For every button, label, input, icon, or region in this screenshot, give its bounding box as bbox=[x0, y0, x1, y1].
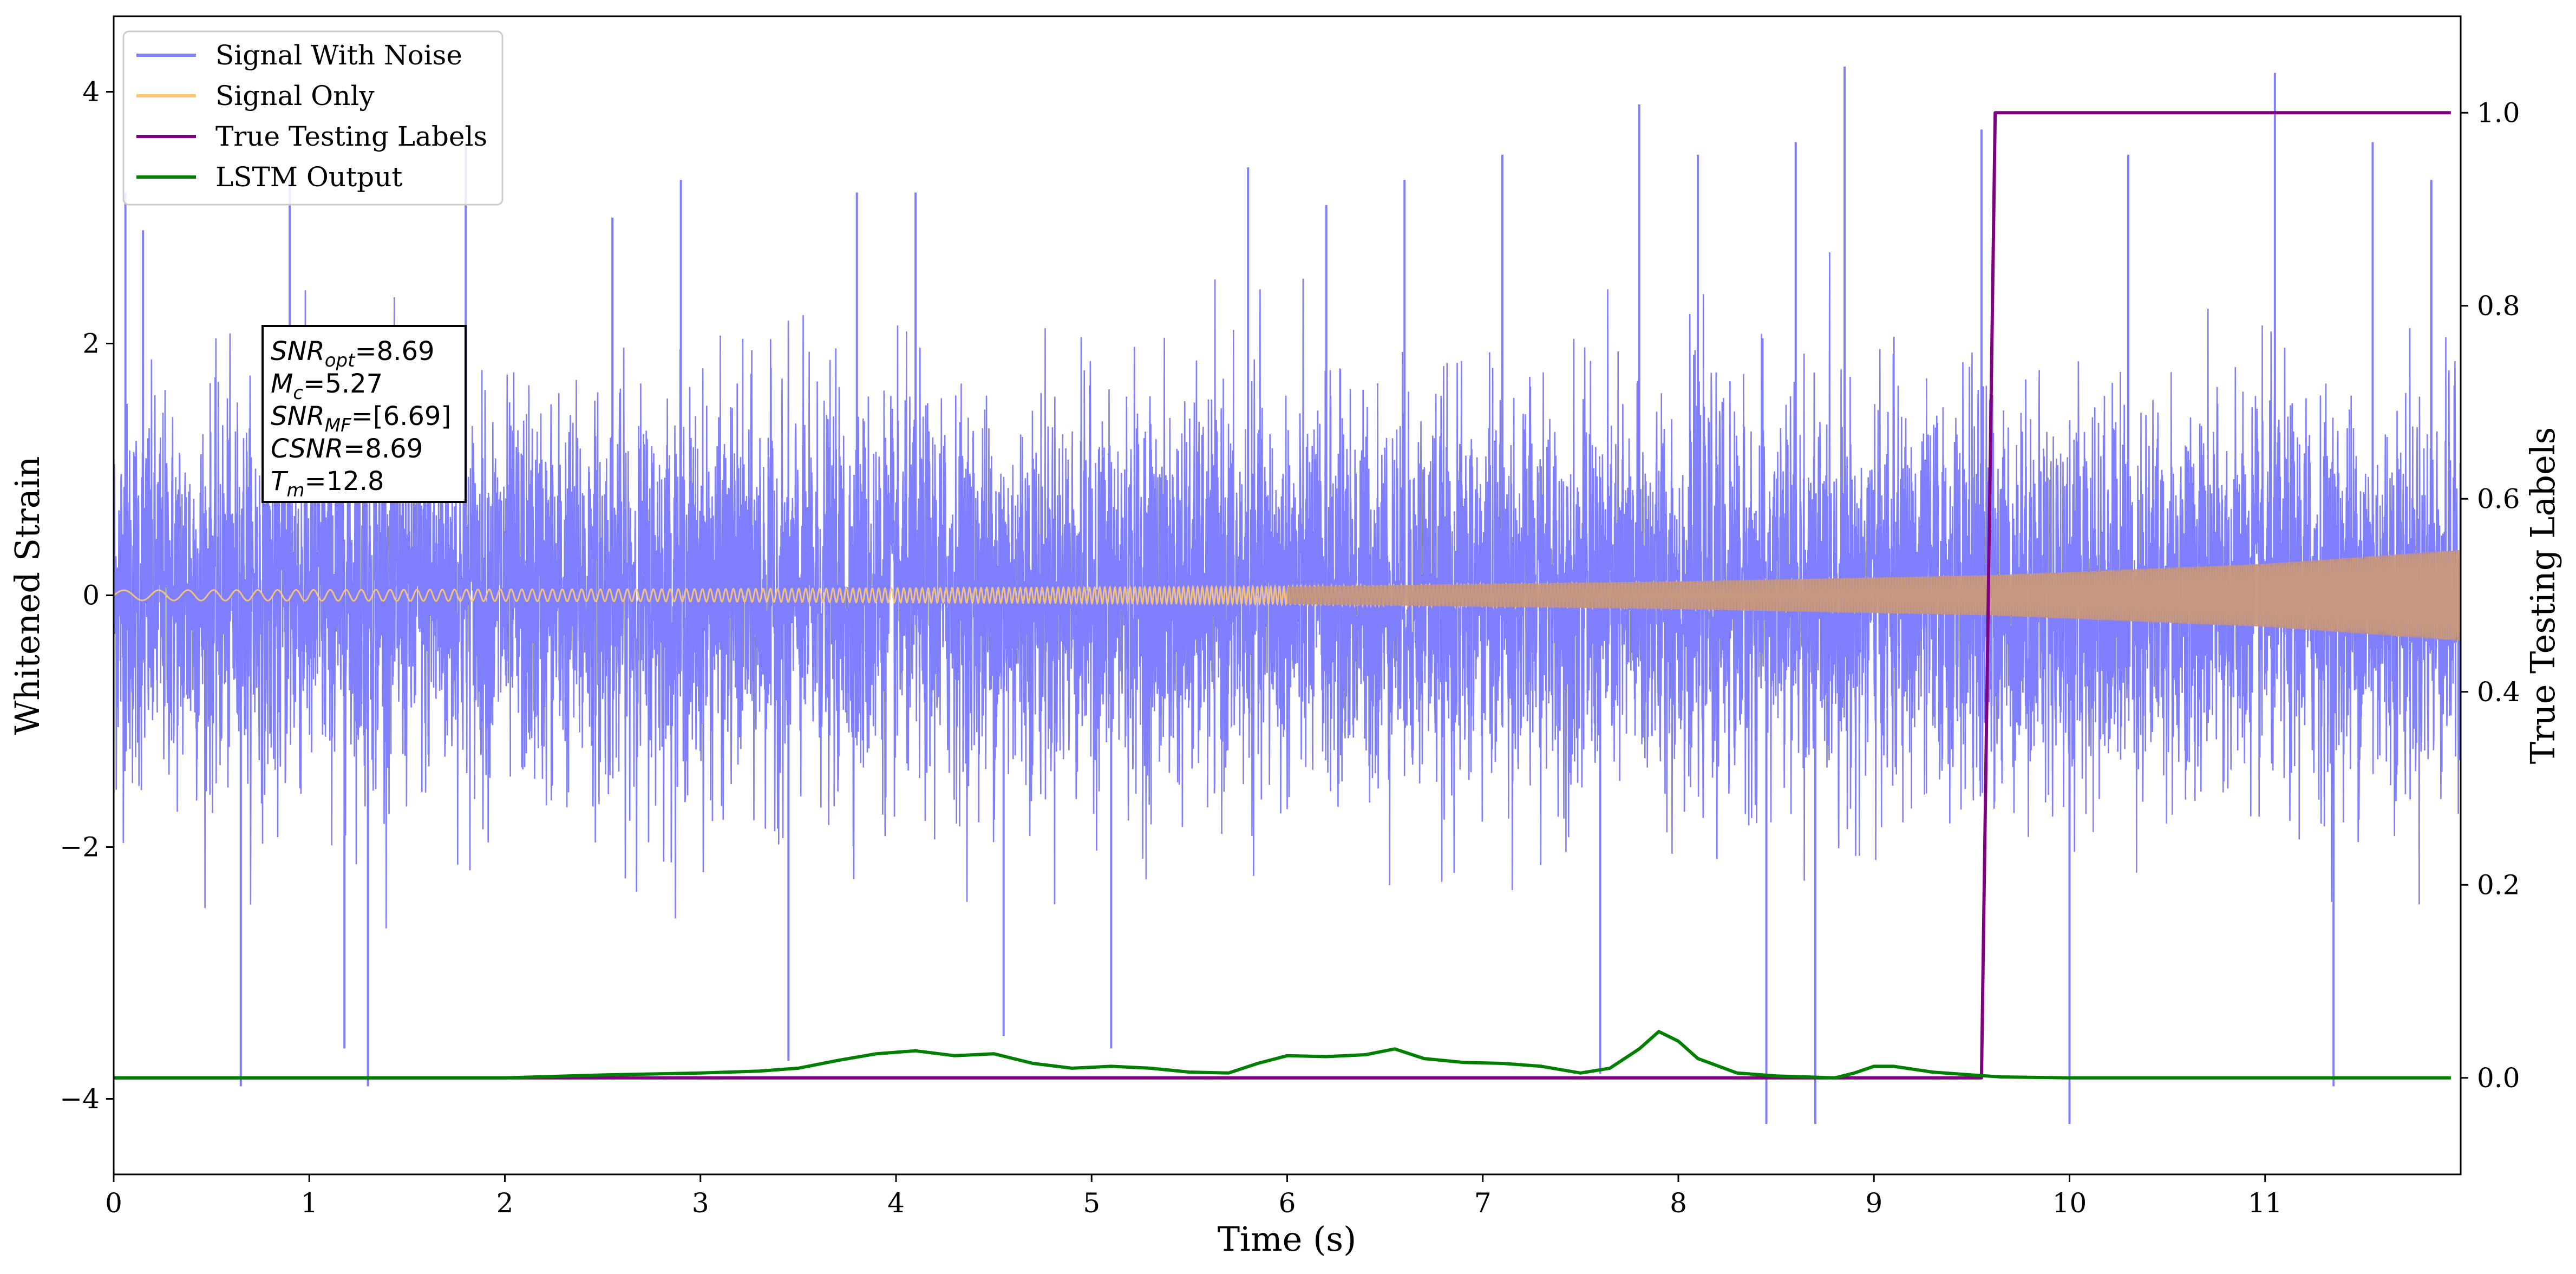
legend-label: Signal Only bbox=[215, 80, 375, 112]
legend-label: LSTM Output bbox=[215, 161, 402, 193]
true-testing-labels-line bbox=[114, 111, 2451, 1080]
y-right-tick-label: 0.4 bbox=[2477, 676, 2520, 708]
y-tick-label: 4 bbox=[82, 76, 100, 108]
x-tick-label: 8 bbox=[1670, 1187, 1687, 1219]
y-axis-right-ticks: 0.0 0.2 0.4 0.6 0.8 1.0 bbox=[2461, 97, 2520, 1094]
stats-line: SNRopt=8.69 bbox=[271, 336, 435, 371]
x-tick-label: 9 bbox=[1865, 1187, 1882, 1219]
stats-box-frame bbox=[261, 325, 467, 503]
stats-line: Mc=5.27 bbox=[271, 369, 383, 404]
x-tick-label: 4 bbox=[887, 1187, 905, 1219]
x-tick-label: 3 bbox=[692, 1187, 709, 1219]
x-axis-label: Time (s) bbox=[1218, 1219, 1357, 1259]
stats-line: SNRMF=[6.69] bbox=[271, 401, 451, 436]
true-testing-labels-series bbox=[114, 111, 2451, 1080]
y-tick-label: 0 bbox=[82, 580, 100, 611]
legend-frame bbox=[122, 30, 504, 206]
stats-line: CSNR=8.69 bbox=[271, 434, 423, 464]
x-tick-label: 6 bbox=[1279, 1187, 1296, 1219]
lstm-output-series bbox=[114, 1030, 2451, 1080]
stats-line: Tm=12.8 bbox=[271, 466, 384, 501]
noise-trace bbox=[114, 252, 2461, 929]
y-axis-left-ticks: −4 −2 0 2 4 bbox=[60, 76, 114, 1115]
legend-label: Signal With Noise bbox=[215, 40, 462, 71]
y-axis-right-label: True Testing Labels bbox=[2523, 427, 2562, 765]
x-tick-label: 10 bbox=[2052, 1187, 2087, 1219]
y-right-tick-label: 0.0 bbox=[2477, 1062, 2520, 1094]
y-right-tick-label: 0.8 bbox=[2477, 290, 2520, 322]
signal-only-envelope bbox=[1287, 550, 2461, 641]
y-right-tick-label: 0.2 bbox=[2477, 869, 2520, 900]
x-tick-label: 11 bbox=[2248, 1187, 2283, 1219]
x-tick-label: 1 bbox=[300, 1187, 318, 1219]
legend-label: True Testing Labels bbox=[215, 121, 487, 152]
x-tick-label: 2 bbox=[496, 1187, 514, 1219]
y-axis-label: Whitened Strain bbox=[8, 456, 47, 735]
x-tick-label: 5 bbox=[1083, 1187, 1100, 1219]
y-right-tick-label: 1.0 bbox=[2477, 97, 2520, 128]
signal-with-noise-series bbox=[114, 67, 2461, 1124]
y-right-tick-label: 0.6 bbox=[2477, 483, 2520, 514]
lstm-output-line bbox=[114, 1030, 2451, 1080]
x-axis-ticks: 0 1 2 3 4 5 6 7 8 9 10 11 bbox=[105, 1174, 2283, 1219]
x-tick-label: 7 bbox=[1474, 1187, 1492, 1219]
legend: Signal With Noise Signal Only True Testing… bbox=[122, 30, 504, 206]
signal-only-series bbox=[114, 550, 2461, 641]
stats-annotation: SNRopt=8.69Mc=5.27SNRMF=[6.69]CSNR=8.69T… bbox=[261, 325, 467, 503]
y-tick-label: −2 bbox=[60, 832, 100, 863]
x-tick-label: 0 bbox=[105, 1187, 122, 1219]
y-tick-label: −4 bbox=[60, 1083, 100, 1115]
y-tick-label: 2 bbox=[82, 328, 100, 360]
